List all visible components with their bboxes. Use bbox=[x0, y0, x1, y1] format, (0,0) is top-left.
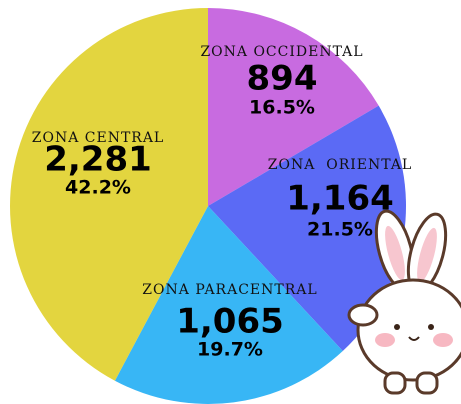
category-label: ZONA PARACENTRAL bbox=[142, 282, 317, 298]
percent-label: 42.2% bbox=[65, 177, 131, 199]
page: {"chart_data": {"type": "pie", "categori… bbox=[0, 0, 461, 404]
value-label: 2,281 bbox=[44, 140, 152, 180]
value-label: 894 bbox=[247, 59, 318, 99]
chart: ZONA OCCIDENTAL89416.5%ZONA ORIENTAL1,16… bbox=[0, 0, 461, 404]
percent-label: 16.5% bbox=[249, 97, 315, 119]
value-label: 1,164 bbox=[286, 179, 394, 219]
value-label: 1,065 bbox=[176, 302, 284, 342]
percent-label: 19.7% bbox=[197, 339, 263, 361]
category-label: ZONA ORIENTAL bbox=[268, 157, 412, 173]
percent-label: 21.5% bbox=[307, 219, 373, 241]
